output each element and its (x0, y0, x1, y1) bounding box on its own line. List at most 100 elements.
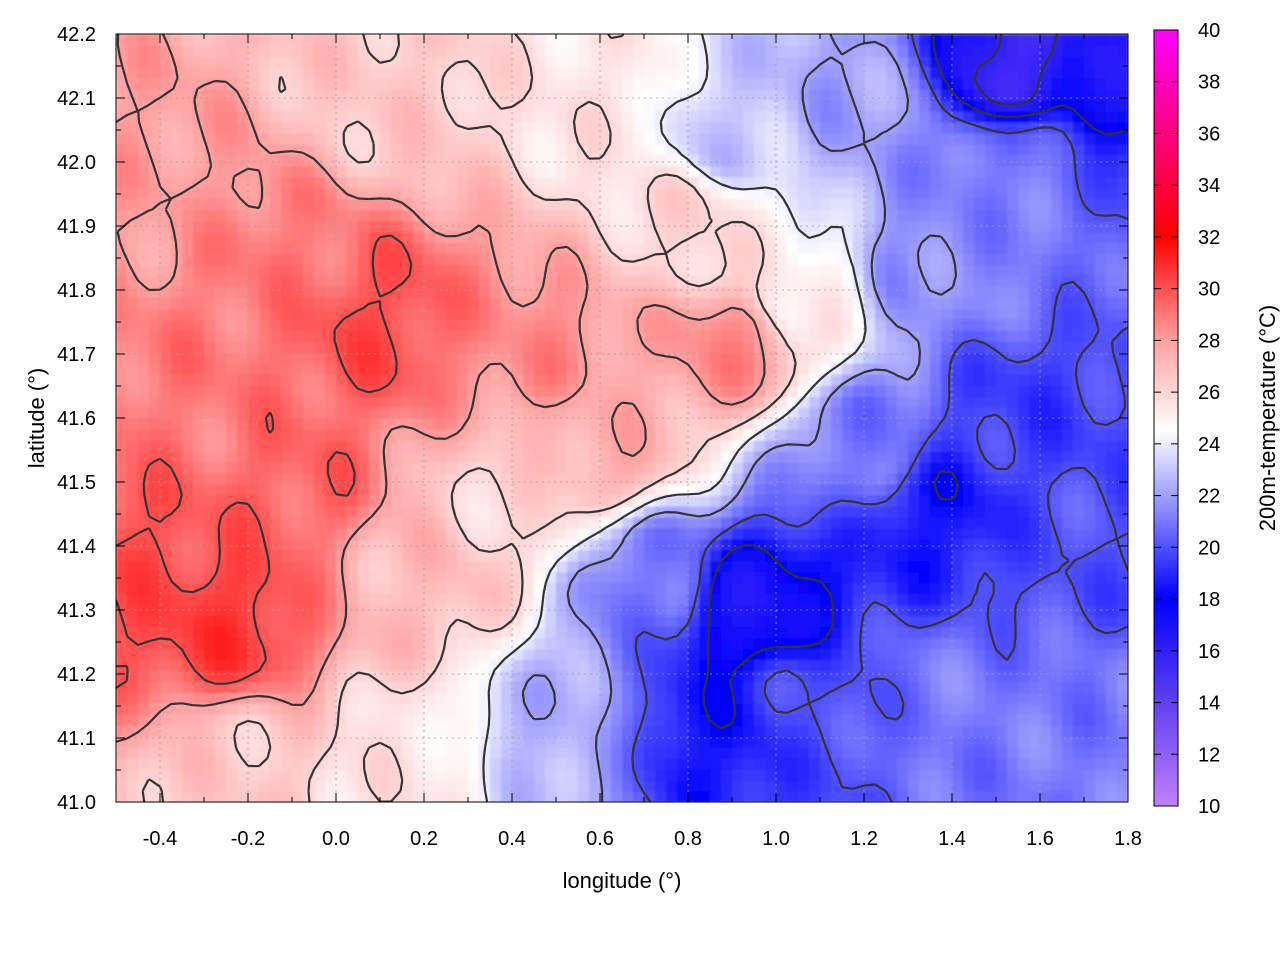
heatmap-cell (853, 450, 865, 463)
heatmap-cell (1040, 472, 1052, 485)
heatmap-cell (270, 209, 282, 222)
heatmap-cell (765, 385, 777, 397)
heatmap-cell (138, 330, 150, 342)
heatmap-cell (259, 516, 271, 529)
heatmap-cell (897, 516, 909, 529)
heatmap-cell (842, 396, 854, 408)
heatmap-cell (545, 527, 557, 540)
heatmap-cell (303, 648, 315, 661)
heatmap-cell (952, 681, 964, 693)
heatmap-cell (292, 319, 304, 331)
heatmap-cell (1073, 626, 1085, 639)
heatmap-cell (523, 374, 535, 386)
heatmap-cell (468, 549, 480, 562)
heatmap-cell (930, 461, 942, 474)
heatmap-cell (919, 659, 931, 672)
heatmap-cell (1117, 418, 1128, 430)
heatmap-cell (435, 275, 447, 288)
heatmap-cell (743, 703, 755, 715)
heatmap-cell (1007, 385, 1019, 397)
heatmap-cell (402, 472, 414, 485)
heatmap-cell (1062, 286, 1074, 299)
heatmap-cell (875, 319, 887, 331)
heatmap-cell (413, 264, 425, 277)
heatmap-cell (325, 319, 337, 331)
heatmap-cell (391, 648, 403, 661)
heatmap-cell (930, 242, 942, 255)
heatmap-cell (336, 242, 348, 255)
heatmap-cell (930, 692, 942, 704)
heatmap-cell (545, 626, 557, 639)
heatmap-cell (116, 450, 128, 463)
heatmap-cell (457, 286, 469, 299)
heatmap-cell (347, 593, 359, 606)
heatmap-cell (259, 253, 271, 266)
heatmap-cell (479, 472, 491, 485)
heatmap-cell (534, 341, 546, 353)
heatmap-cell (523, 505, 535, 518)
heatmap-cell (853, 407, 865, 419)
heatmap-cell (446, 286, 458, 299)
heatmap-cell (743, 648, 755, 661)
heatmap-cell (127, 198, 139, 211)
heatmap-cell (1106, 615, 1118, 628)
heatmap-cell (578, 516, 590, 529)
heatmap-cell (1018, 428, 1030, 441)
heatmap-cell (446, 692, 458, 704)
heatmap-cell (600, 407, 612, 419)
heatmap-cell (941, 582, 953, 595)
heatmap-cell (1018, 374, 1030, 386)
heatmap-cell (336, 286, 348, 299)
heatmap-cell (633, 714, 645, 726)
heatmap-cell (1073, 769, 1085, 781)
heatmap-cell (545, 780, 557, 792)
heatmap-cell (1073, 692, 1085, 704)
heatmap-cell (688, 560, 700, 573)
heatmap-cell (237, 571, 249, 584)
heatmap-cell (160, 714, 172, 726)
heatmap-cell (358, 681, 370, 693)
heatmap-cell (512, 670, 524, 683)
heatmap-cell (1051, 769, 1063, 781)
heatmap-cell (1095, 385, 1107, 397)
heatmap-cell (1018, 637, 1030, 650)
heatmap-cell (765, 516, 777, 529)
heatmap-cell (1007, 692, 1019, 704)
heatmap-cell (853, 527, 865, 540)
heatmap-cell (633, 494, 645, 507)
heatmap-cell (985, 352, 997, 364)
heatmap-cell (325, 571, 337, 584)
heatmap-cell (853, 615, 865, 628)
heatmap-cell (677, 428, 689, 441)
heatmap-cell (292, 231, 304, 244)
heatmap-cell (853, 461, 865, 474)
heatmap-cell (303, 275, 315, 288)
heatmap-cell (204, 791, 216, 802)
heatmap-cell (512, 692, 524, 704)
heatmap-cell (743, 450, 755, 463)
heatmap-cell (1018, 626, 1030, 639)
heatmap-cell (138, 418, 150, 430)
heatmap-cell (270, 297, 282, 309)
heatmap-cell (545, 231, 557, 244)
heatmap-cell (985, 308, 997, 320)
heatmap-cell (1084, 242, 1096, 255)
heatmap-cell (314, 253, 326, 266)
heatmap-cell (655, 637, 667, 650)
heatmap-cell (655, 659, 667, 672)
heatmap-cell (347, 264, 359, 277)
heatmap-cell (589, 308, 601, 320)
heatmap-cell (1040, 286, 1052, 299)
heatmap-cell (1117, 516, 1128, 529)
heatmap-cell (248, 494, 260, 507)
heatmap-cell (754, 319, 766, 331)
heatmap-cell (1106, 659, 1118, 672)
heatmap-cell (1106, 472, 1118, 485)
heatmap-cell (182, 648, 194, 661)
heatmap-cell (116, 637, 128, 650)
heatmap-cell (281, 626, 293, 639)
heatmap-cell (512, 461, 524, 474)
heatmap-cell (1029, 659, 1041, 672)
heatmap-cell (1073, 439, 1085, 452)
heatmap-cell (996, 428, 1008, 441)
